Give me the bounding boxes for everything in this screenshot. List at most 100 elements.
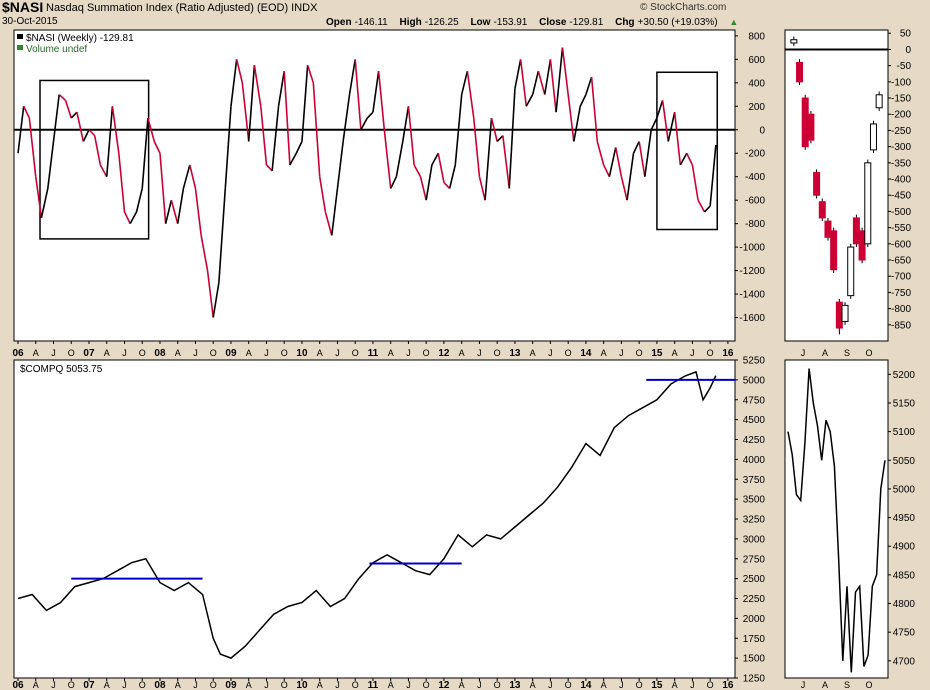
nasi-segment: [656, 100, 664, 119]
candle-y-tick-label: -800: [891, 304, 911, 315]
compq-x-tick-label: J: [477, 680, 482, 690]
compq-daily-y-tick-label: 5000: [893, 484, 916, 495]
candle-body: [790, 39, 798, 44]
nasi-x-tick-label: O: [281, 348, 288, 358]
nasi-segment: [543, 59, 552, 95]
compq-x-tick-label: J: [690, 680, 695, 690]
nasi-segment: [295, 141, 303, 154]
compq-daily-x-label: S: [844, 680, 850, 690]
nasi-x-tick-label: J: [406, 348, 411, 358]
compq-daily-y-tick-label: 5200: [893, 370, 916, 381]
candle-y-tick-label: -50: [897, 61, 912, 72]
compq-daily-x-label: J: [801, 680, 806, 690]
nasi-y-tick-label: -600: [745, 196, 765, 207]
nasi-x-tick-label: A: [530, 348, 536, 358]
nasi-segment: [17, 106, 25, 154]
nasi-y-tick-label: -800: [745, 219, 765, 230]
nasi-y-tick-label: -1200: [739, 266, 765, 277]
nasi-x-tick-label: J: [335, 348, 340, 358]
nasi-segment: [626, 153, 635, 201]
nasi-y-tick-label: 400: [748, 78, 765, 89]
compq-x-tick-label: O: [494, 680, 501, 690]
compq-y-tick-label: 3250: [743, 515, 766, 526]
nasi-segment: [632, 141, 640, 154]
nasi-segment: [336, 141, 344, 189]
nasi-segment: [58, 93, 67, 102]
candle-y-tick-label: -750: [891, 288, 911, 299]
nasi-x-tick-label: A: [246, 348, 252, 358]
nasi-segment: [644, 129, 653, 177]
nasi-x-tick-label: J: [548, 348, 553, 358]
nasi-segment: [170, 199, 179, 224]
compq-daily-y-tick-label: 4800: [893, 599, 916, 610]
compq-daily-y-tick-label: 4850: [893, 570, 916, 581]
compq-y-tick-label: 2750: [743, 554, 766, 565]
nasi-segment: [419, 176, 427, 201]
nasi-segment: [289, 152, 297, 166]
nasi-segment: [673, 112, 682, 166]
compq-x-tick-label: O: [281, 680, 288, 690]
compq-x-tick-label: O: [636, 680, 643, 690]
nasi-segment: [573, 106, 582, 142]
compq-y-tick-label: 4500: [743, 415, 766, 426]
nasi-x-tick-label: O: [565, 348, 572, 358]
compq-x-tick-label: O: [565, 680, 572, 690]
nasi-segment: [88, 129, 96, 137]
nasi-segment: [76, 111, 85, 142]
nasi-segment: [312, 82, 321, 177]
compq-daily-x-label: A: [822, 680, 828, 690]
chg-value: +30.50 (+19.03%): [637, 17, 718, 28]
candle-y-tick-label: -500: [891, 207, 911, 218]
nasi-y-tick-label: 600: [748, 55, 765, 66]
nasi-segment: [401, 106, 410, 142]
nasi-segment: [549, 59, 557, 113]
nasi-x-tick-label: 10: [296, 348, 308, 359]
nasi-segment: [301, 65, 309, 142]
candle-body: [869, 123, 877, 151]
compq-x-tick-label: 12: [438, 680, 450, 690]
nasi-segment: [602, 164, 611, 178]
nasi-segment: [686, 152, 694, 166]
nasi-x-tick-label: A: [317, 348, 323, 358]
nasi-segment: [525, 94, 534, 107]
compq-x-tick-label: 06: [12, 680, 24, 690]
nasi-segment: [354, 59, 362, 130]
nasi-segment: [212, 282, 220, 318]
nasi-y-tick-label: -1600: [739, 313, 765, 324]
candle-y-tick-label: -700: [891, 272, 911, 283]
compq-daily-x-label: O: [865, 680, 872, 690]
nasi-y-tick-label: 800: [748, 31, 765, 42]
low-label: Low: [470, 17, 491, 28]
compq-daily-y-tick-label: 4900: [893, 542, 916, 553]
legend-nasi: $NASI (Weekly) -129.81: [26, 33, 134, 44]
nasi-segment: [159, 153, 167, 224]
nasi-x-tick-label: 11: [368, 348, 379, 359]
nasi-x-tick-label: 13: [509, 348, 521, 359]
nasi-x-tick-label: 12: [438, 348, 450, 359]
nasi-segment: [283, 71, 291, 166]
candle-body: [847, 246, 855, 297]
candle-body: [824, 220, 832, 238]
candle-y-tick-label: -550: [891, 223, 911, 234]
nasi-x-tick-label: J: [193, 348, 198, 358]
compq-x-tick-label: 08: [154, 680, 166, 690]
legend-volume: Volume undef: [26, 44, 87, 55]
nasi-x-tick-label: J: [690, 348, 695, 358]
candle-body: [835, 301, 843, 329]
nasi-y-tick-label: -1000: [739, 243, 765, 254]
nasi-segment: [590, 76, 599, 142]
compq-x-tick-label: 16: [722, 680, 734, 690]
compq-daily-y-tick-label: 5150: [893, 398, 916, 409]
nasi-segment: [200, 235, 209, 271]
nasi-x-tick-label: O: [68, 348, 75, 358]
candle-y-tick-label: -350: [891, 158, 911, 169]
nasi-segment: [703, 205, 711, 213]
compq-x-tick-label: J: [619, 680, 624, 690]
nasi-segment: [348, 59, 356, 95]
panel-bot: [13, 359, 736, 679]
nasi-segment: [129, 211, 138, 225]
nasi-x-tick-label: A: [459, 348, 465, 358]
nasi-segment: [661, 100, 670, 142]
nasi-segment: [153, 141, 161, 154]
